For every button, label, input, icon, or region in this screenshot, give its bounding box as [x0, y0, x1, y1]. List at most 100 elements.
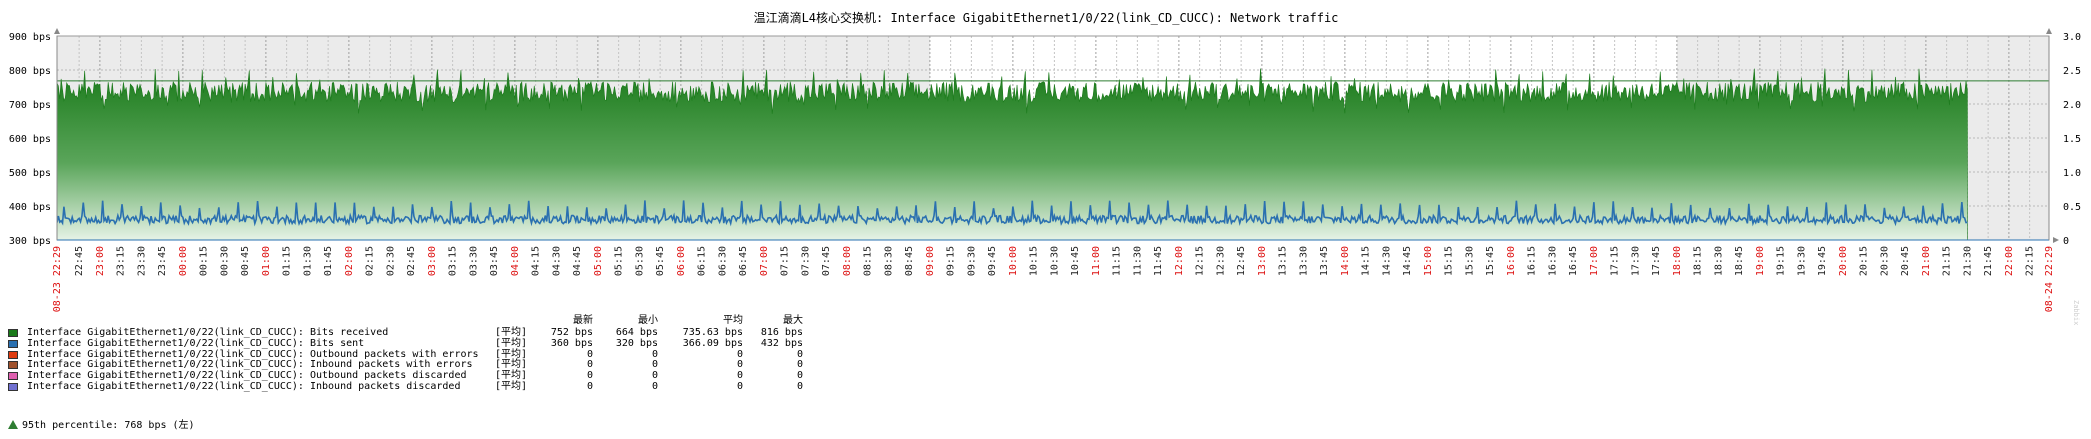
- x-tick-label: 09:45: [987, 246, 998, 276]
- x-tick-label: 10:15: [1029, 246, 1040, 276]
- legend-last: 752 bps: [550, 327, 593, 338]
- y-right-tick-label: 1.5: [2063, 134, 2081, 145]
- y-left-tick-label: 800 bps: [9, 66, 51, 77]
- x-tick-label: 22:15: [2025, 246, 2036, 276]
- y-right-tick-label: 0.5: [2063, 202, 2081, 213]
- x-tick-label: 17:00: [1589, 246, 1600, 276]
- legend-col-avg: 平均: [723, 315, 743, 326]
- legend-swatch: [8, 372, 18, 381]
- x-tick-label: 11:15: [1112, 246, 1123, 276]
- y-left-tick-label: 300 bps: [9, 236, 51, 247]
- x-tick-label: 10:45: [1070, 246, 1081, 276]
- x-tick-label: 23:15: [116, 246, 127, 276]
- legend-swatch: [8, 361, 18, 370]
- chart-title: 温江滴滴L4核心交换机: Interface GigabitEthernet1/…: [754, 10, 1339, 25]
- legend-last: 0: [586, 348, 593, 360]
- y-right-arrow-icon: [2046, 28, 2052, 34]
- y-right-tick-label: 0: [2063, 236, 2069, 247]
- x-tick-label: 19:30: [1796, 246, 1807, 276]
- x-tick-label: 02:15: [365, 246, 376, 276]
- x-tick-label: 08:30: [883, 246, 894, 276]
- triangle-icon: [8, 420, 18, 429]
- x-tick-label: 13:00: [1257, 246, 1268, 276]
- y-right-tick-label: 2.5: [2063, 66, 2081, 77]
- x-tick-label: 16:45: [1568, 246, 1579, 276]
- x-tick-label: 09:00: [925, 246, 936, 276]
- x-tick-label: 15:15: [1444, 246, 1455, 276]
- x-edge-label: 08-23 22:29: [52, 246, 63, 312]
- legend-max: 0: [796, 380, 803, 392]
- x-tick-label: 23:45: [157, 246, 168, 276]
- x-tick-label: 01:15: [282, 246, 293, 276]
- legend-last: 360 bps: [550, 337, 593, 349]
- x-tick-label: 16:00: [1506, 246, 1517, 276]
- x-tick-label: 15:45: [1485, 246, 1496, 276]
- x-tick-label: 08:45: [904, 246, 915, 276]
- legend-min: 0: [651, 359, 658, 371]
- y-left-tick-label: 500 bps: [9, 168, 51, 179]
- legend-avg: 0: [736, 370, 743, 382]
- x-tick-label: 21:45: [1983, 246, 1994, 276]
- x-tick-label: 03:15: [448, 246, 459, 276]
- x-tick-label: 12:30: [1215, 246, 1226, 276]
- x-tick-label: 15:00: [1423, 246, 1434, 276]
- legend-swatch: [8, 329, 18, 337]
- x-tick-label: 18:45: [1734, 246, 1745, 276]
- legend-series-name: Interface GigabitEthernet1/0/22(link_CD_…: [27, 327, 389, 338]
- x-tick-label: 06:15: [697, 246, 708, 276]
- x-tick-label: 13:15: [1278, 246, 1289, 276]
- y-right-tick-label: 3.0: [2063, 32, 2081, 43]
- x-tick-label: 07:30: [800, 246, 811, 276]
- legend-last: 0: [586, 359, 593, 371]
- legend-min: 0: [651, 380, 658, 392]
- y-left-tick-label: 700 bps: [9, 100, 51, 111]
- legend-max: 816 bps: [760, 327, 803, 338]
- x-arrow-icon: [2053, 237, 2059, 243]
- x-tick-label: 14:30: [1381, 246, 1392, 276]
- legend-series-name: Interface GigabitEthernet1/0/22(link_CD_…: [27, 359, 473, 371]
- legend-func: [平均]: [495, 380, 528, 392]
- x-edge-label: 08-24 22:29: [2044, 246, 2055, 312]
- legend-min: 320 bps: [615, 337, 658, 349]
- legend-min: 0: [651, 348, 658, 360]
- legend-col-min: 最小: [638, 315, 658, 326]
- x-tick-label: 04:30: [551, 246, 562, 276]
- x-tick-label: 13:30: [1298, 246, 1309, 276]
- x-tick-label: 17:30: [1630, 246, 1641, 276]
- x-tick-label: 14:00: [1340, 246, 1351, 276]
- x-tick-label: 04:45: [572, 246, 583, 276]
- x-tick-label: 06:00: [676, 246, 687, 276]
- x-tick-label: 16:30: [1547, 246, 1558, 276]
- legend-series-name: Interface GigabitEthernet1/0/22(link_CD_…: [27, 337, 365, 349]
- legend-col-last: 最新: [573, 315, 593, 326]
- y-left-tick-label: 900 bps: [9, 32, 51, 43]
- x-tick-label: 23:30: [136, 246, 147, 276]
- x-tick-label: 18:30: [1713, 246, 1724, 276]
- x-tick-label: 02:00: [344, 246, 355, 276]
- x-tick-label: 17:15: [1610, 246, 1621, 276]
- x-tick-label: 20:45: [1900, 246, 1911, 276]
- x-tick-label: 01:00: [261, 246, 272, 276]
- x-tick-label: 21:30: [1962, 246, 1973, 276]
- x-tick-label: 05:00: [593, 246, 604, 276]
- x-tick-label: 10:30: [1049, 246, 1060, 276]
- legend-max: 0: [796, 370, 803, 382]
- legend-col-max: 最大: [783, 315, 803, 326]
- x-tick-label: 00:15: [199, 246, 210, 276]
- x-tick-label: 06:30: [717, 246, 728, 276]
- x-tick-label: 00:45: [240, 246, 251, 276]
- x-tick-label: 19:00: [1755, 246, 1766, 276]
- x-tick-label: 16:15: [1527, 246, 1538, 276]
- x-tick-label: 07:15: [780, 246, 791, 276]
- series-bits-received-area: [57, 68, 1968, 240]
- x-tick-label: 00:00: [178, 246, 189, 276]
- x-tick-label: 02:45: [406, 246, 417, 276]
- x-tick-label: 05:15: [614, 246, 625, 276]
- legend-avg: 0: [736, 380, 743, 392]
- legend-avg: 366.09 bps: [682, 337, 743, 349]
- y-left-arrow-icon: [54, 28, 60, 34]
- legend-swatch: [8, 382, 18, 391]
- percentile-text: 95th percentile: 768 bps (左): [22, 420, 195, 431]
- x-tick-label: 06:45: [738, 246, 749, 276]
